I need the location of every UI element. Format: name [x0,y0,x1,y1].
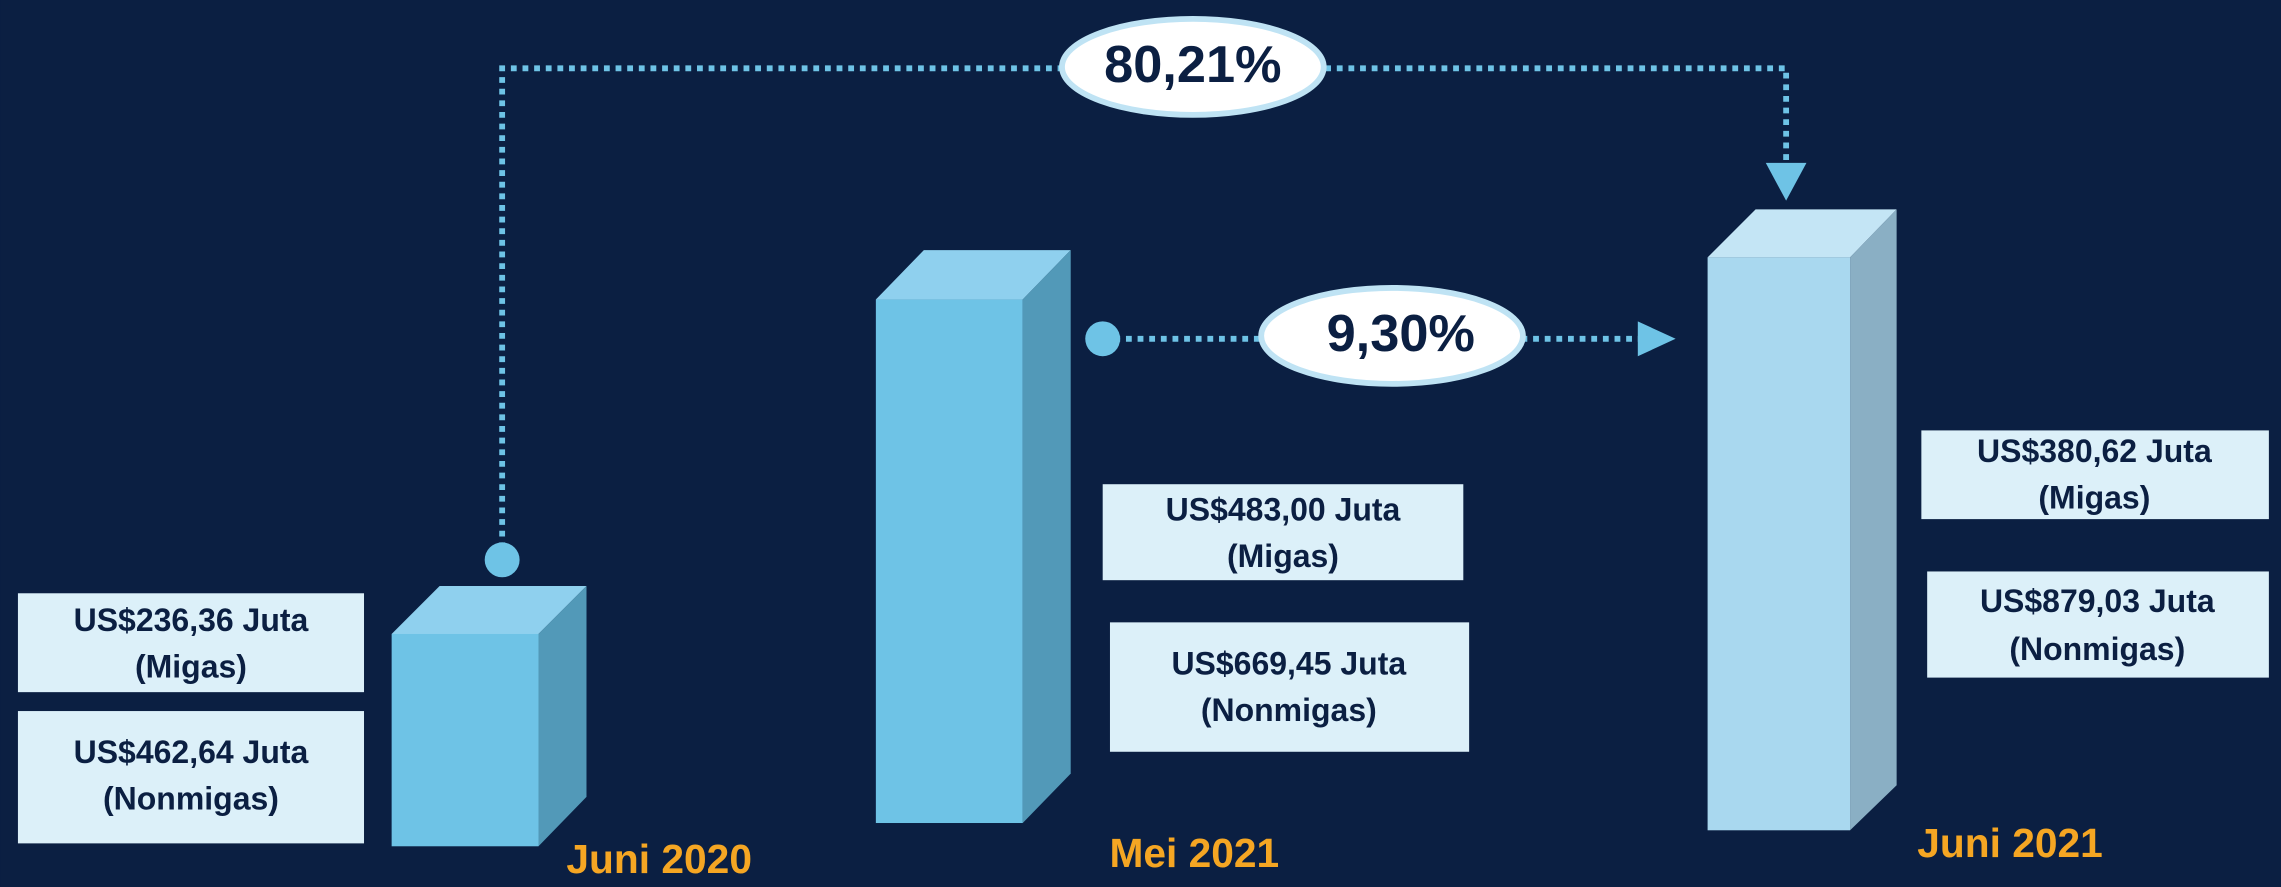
period-label: Juni 2020 [566,836,752,882]
connector-dot [1085,321,1121,357]
migas-note: (Migas) [2038,480,2150,516]
bar-side [1850,209,1897,831]
change-label: 80,21% [1104,36,1281,94]
change-label: 9,30% [1327,305,1475,363]
label-box [1109,622,1470,752]
migas-value: US$483,00 Juta [1166,491,1401,527]
arrow-head [1637,321,1676,357]
bar [391,586,587,847]
nonmigas-note: (Nonmigas) [2009,631,2185,667]
nonmigas-value: US$462,64 Juta [74,734,309,770]
period-label: Mei 2021 [1109,830,1279,876]
nonmigas-value: US$669,45 Juta [1171,645,1406,681]
nonmigas-note: (Nonmigas) [1201,692,1377,728]
period-label: Juni 2021 [1917,820,2103,866]
bar-top [875,250,1071,300]
arrow-head [1765,162,1807,201]
migas-value: US$380,62 Juta [1977,433,2212,469]
change-badge [1059,15,1327,118]
connector-dot [484,542,520,578]
migas-value: US$236,36 Juta [74,602,309,638]
nonmigas-value: US$879,03 Juta [1980,583,2215,619]
label-box [17,593,365,693]
bar-front [391,633,539,847]
migas-note: (Migas) [1227,538,1339,574]
change-badge [1258,285,1526,387]
bar-front [1707,257,1851,831]
label-box [1102,484,1464,581]
migas-note: (Migas) [135,648,247,684]
bar-side [1022,250,1071,824]
bar [875,250,1071,824]
bar-top [1707,209,1897,258]
label-box [1921,430,2269,520]
nonmigas-note: (Nonmigas) [103,781,279,817]
label-box [17,711,365,844]
bar [1707,209,1897,831]
bar-side [538,586,587,847]
bar-top [391,586,587,634]
bar-front [875,299,1023,824]
label-box [1927,571,2269,678]
